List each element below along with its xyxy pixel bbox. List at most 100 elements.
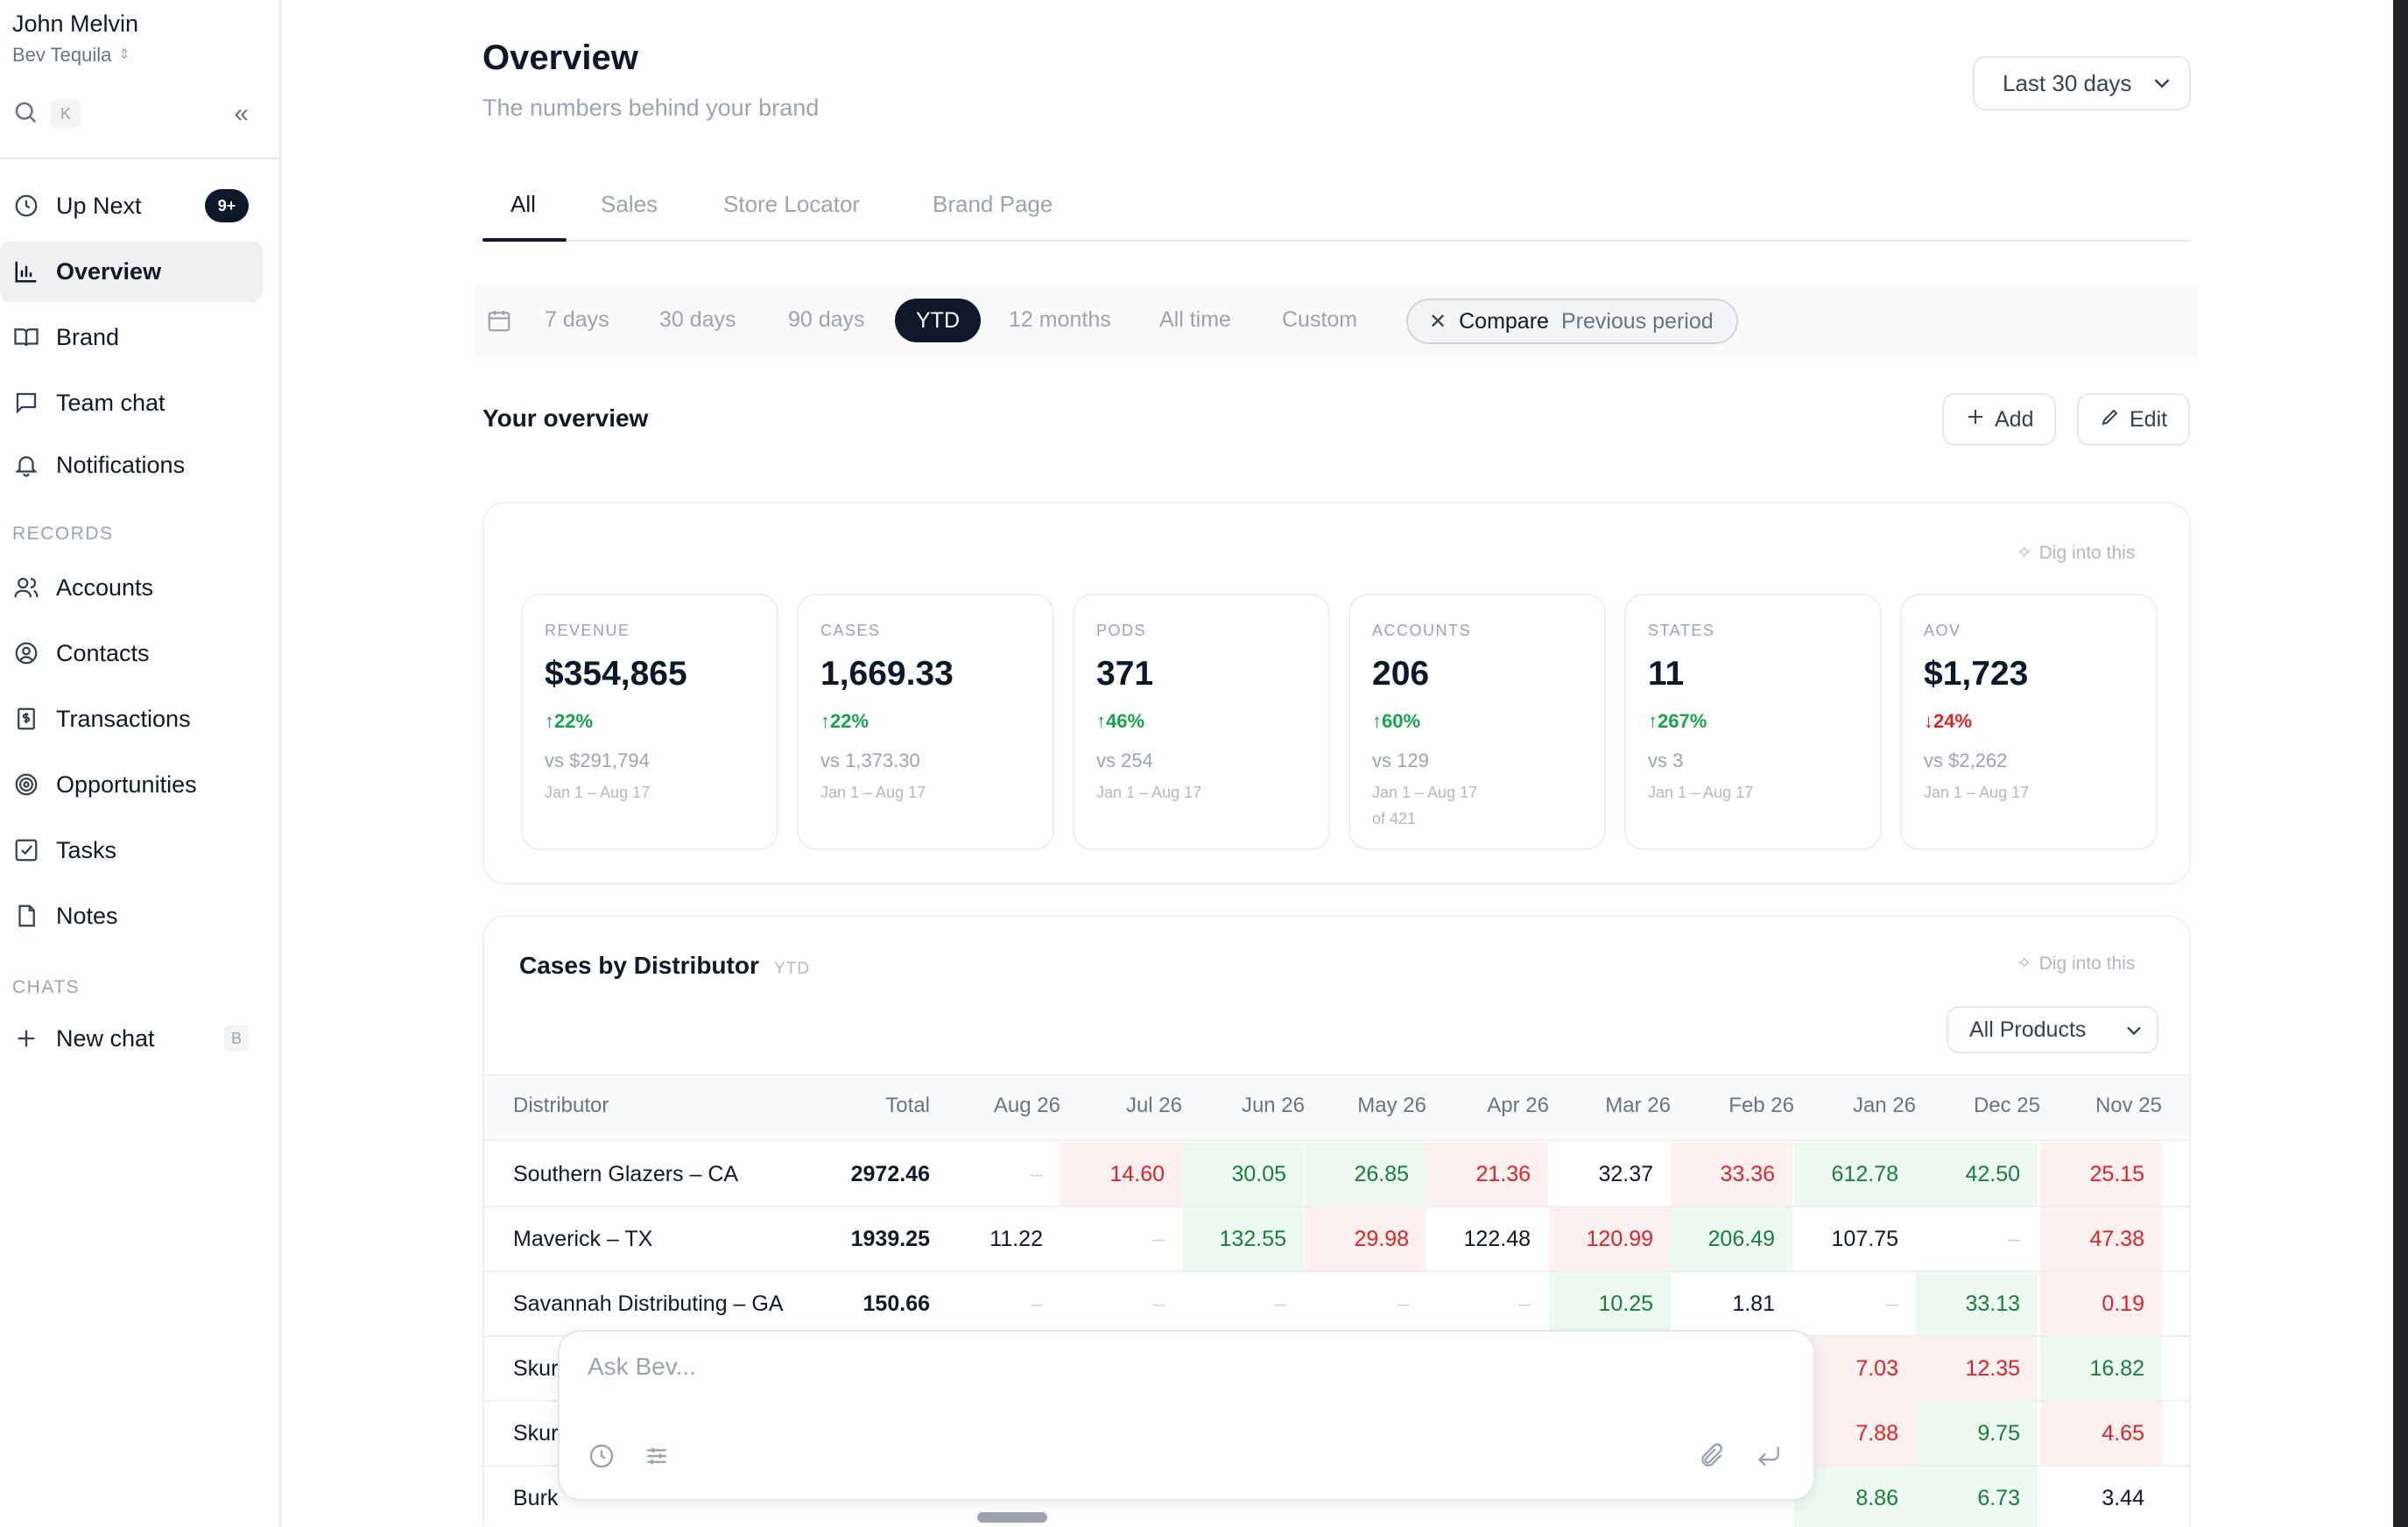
- table-row[interactable]: Burk 8.86 6.73 3.44: [484, 1467, 2189, 1527]
- pencil-icon: [2100, 406, 2121, 433]
- tab-all[interactable]: All: [510, 191, 536, 217]
- kpi-card-pods[interactable]: PODS 371 ↑46% vs 254 Jan 1 – Aug 17: [1073, 594, 1330, 850]
- paperclip-icon[interactable]: [1698, 1442, 1726, 1474]
- kpi-delta: ↑22%: [820, 710, 869, 733]
- history-icon[interactable]: [588, 1442, 616, 1474]
- filter-7-days[interactable]: 7 days: [545, 307, 609, 332]
- column-header[interactable]: Dec 25: [1973, 1094, 2040, 1117]
- tab-brand-page[interactable]: Brand Page: [933, 191, 1053, 217]
- sidebar-item-label: Overview: [56, 257, 162, 285]
- month-cell: 33.13: [1916, 1272, 2038, 1335]
- plus-icon: [12, 1024, 40, 1052]
- sidebar-item-notes[interactable]: Notes: [0, 885, 263, 946]
- column-header[interactable]: Nov 25: [2095, 1094, 2162, 1117]
- dig-into-distributors-link[interactable]: ✧ Dig into this: [2017, 953, 2135, 975]
- sidebar-item-tasks[interactable]: Tasks: [0, 820, 263, 881]
- sidebar-item-notifications[interactable]: Notifications: [0, 434, 263, 496]
- column-header[interactable]: Mar 26: [1605, 1094, 1671, 1117]
- distributor-name: Maverick – TX: [513, 1226, 653, 1251]
- ask-input[interactable]: Ask Bev...: [588, 1353, 696, 1380]
- kpi-card-revenue[interactable]: REVENUE $354,865 ↑22% vs $291,794 Jan 1 …: [521, 594, 778, 850]
- sidebar-item-contacts[interactable]: Contacts: [0, 623, 263, 684]
- kpi-total-accounts: of 421: [1372, 810, 1417, 827]
- search-icon[interactable]: [12, 99, 39, 130]
- table-row[interactable]: Maverick – TX 1939.25 11.22–132.55 29.98 122…: [484, 1207, 2189, 1272]
- calendar-icon[interactable]: [486, 307, 512, 338]
- month-cell: 10.25: [1549, 1272, 1671, 1335]
- sidebar-item-label: Contacts: [56, 639, 150, 666]
- sidebar: John Melvin Bev Tequila ⇕ K « Up Next 9+…: [0, 0, 281, 1527]
- column-header[interactable]: Total: [885, 1094, 930, 1117]
- new-chat-label: New chat: [56, 1024, 155, 1052]
- month-cell: 0.19: [2040, 1272, 2162, 1335]
- dig-into-kpis-link[interactable]: ✧ Dig into this: [2017, 542, 2135, 564]
- contact-circle-icon: [12, 639, 40, 667]
- kpi-card-states[interactable]: STATES 11 ↑267% vs 3 Jan 1 – Aug 17: [1624, 594, 1882, 850]
- sidebar-item-label: Brand: [56, 323, 120, 350]
- distributor-total: 1939.25: [850, 1226, 930, 1251]
- arrow-up-icon: ↑: [1648, 710, 1658, 732]
- edit-overview-button[interactable]: Edit: [2077, 393, 2191, 446]
- sidebar-item-label: Notifications: [56, 451, 186, 478]
- plus-icon: [1965, 406, 1986, 433]
- close-icon[interactable]: ✕: [1429, 309, 1447, 334]
- kpi-card-aov[interactable]: AOV $1,723 ↓24% vs $2,262 Jan 1 – Aug 17: [1900, 594, 2158, 850]
- column-header[interactable]: Jul 26: [1125, 1094, 1182, 1117]
- month-cell: –: [1886, 1291, 1898, 1316]
- table-row[interactable]: Southern Glazers – CA 2972.46–14.60 30.05 2…: [484, 1143, 2189, 1207]
- column-header[interactable]: Jun 26: [1241, 1094, 1305, 1117]
- add-widget-button[interactable]: Add: [1942, 393, 2057, 446]
- filter-custom[interactable]: Custom: [1282, 307, 1358, 332]
- sidebar-item-overview[interactable]: Overview: [0, 241, 263, 302]
- month-cell: 132.55: [1182, 1207, 1304, 1270]
- settings-sliders-icon[interactable]: [643, 1442, 671, 1474]
- sidebar-item-label: Opportunities: [56, 771, 197, 798]
- workspace-switcher[interactable]: Bev Tequila ⇕: [12, 44, 130, 67]
- column-header[interactable]: May 26: [1357, 1094, 1426, 1117]
- product-filter-value: All Products: [1969, 1017, 2087, 1042]
- column-header[interactable]: Feb 26: [1729, 1094, 1794, 1117]
- tab-store-locator[interactable]: Store Locator: [723, 191, 861, 217]
- page-subtitle: The numbers behind your brand: [482, 95, 820, 121]
- product-filter-select[interactable]: All Products: [1947, 1006, 2158, 1053]
- add-label: Add: [1995, 406, 2034, 432]
- ask-bev-composer[interactable]: Ask Bev...: [558, 1330, 1815, 1501]
- column-header[interactable]: Jan 26: [1852, 1094, 1916, 1117]
- column-header[interactable]: Apr 26: [1487, 1094, 1549, 1117]
- month-cell: 25.15: [2040, 1143, 2162, 1206]
- kpi-date-range: Jan 1 – Aug 17: [545, 784, 651, 801]
- user-name[interactable]: John Melvin: [12, 11, 139, 37]
- column-header[interactable]: Aug 26: [993, 1094, 1060, 1117]
- drag-handle[interactable]: [977, 1512, 1047, 1523]
- collapse-sidebar-icon[interactable]: «: [234, 99, 249, 128]
- distributor-name: Burk: [513, 1485, 559, 1510]
- bell-icon: [12, 451, 40, 479]
- sidebar-item-up-next[interactable]: Up Next 9+: [0, 175, 263, 236]
- kpi-delta-value: 267%: [1658, 710, 1707, 732]
- filter-90-days[interactable]: 90 days: [788, 307, 865, 332]
- kpi-comparison: vs 1,373.30: [820, 749, 920, 771]
- filter-ytd[interactable]: YTD: [895, 299, 981, 342]
- column-header[interactable]: Distributor: [513, 1094, 609, 1117]
- filter-30-days[interactable]: 30 days: [659, 307, 736, 332]
- sidebar-item-brand[interactable]: Brand: [0, 306, 263, 368]
- sidebar-item-opportunities[interactable]: Opportunities: [0, 754, 263, 815]
- filter-12-months[interactable]: 12 months: [1009, 307, 1111, 332]
- tab-sales[interactable]: Sales: [601, 191, 658, 217]
- table-header: Distributor Total Aug 26 Jul 26 Jun 26 May 26…: [484, 1074, 2189, 1141]
- sidebar-item-team-chat[interactable]: Team chat: [0, 372, 263, 433]
- table-row[interactable]: Savannah Distributing – GA 150.66– – – – –10.…: [484, 1272, 2189, 1337]
- new-chat-button[interactable]: New chat B: [0, 1008, 263, 1069]
- kpi-card-accounts[interactable]: ACCOUNTS 206 ↑60% vs 129 Jan 1 – Aug 17 …: [1348, 594, 1606, 850]
- kpi-card-cases[interactable]: CASES 1,669.33 ↑22% vs 1,373.30 Jan 1 – …: [797, 594, 1054, 850]
- month-cell: 120.99: [1549, 1207, 1671, 1270]
- sidebar-item-transactions[interactable]: Transactions: [0, 688, 263, 749]
- compare-label: Compare: [1459, 308, 1549, 334]
- enter-icon[interactable]: [1755, 1442, 1783, 1474]
- compare-pill[interactable]: ✕ Compare Previous period: [1406, 299, 1738, 344]
- distributor-total: 150.66: [863, 1291, 930, 1316]
- date-range-select[interactable]: Last 30 days: [1973, 56, 2191, 110]
- filter-all-time[interactable]: All time: [1159, 307, 1231, 332]
- sidebar-item-accounts[interactable]: Accounts: [0, 557, 263, 618]
- kpi-delta: ↑46%: [1096, 710, 1144, 733]
